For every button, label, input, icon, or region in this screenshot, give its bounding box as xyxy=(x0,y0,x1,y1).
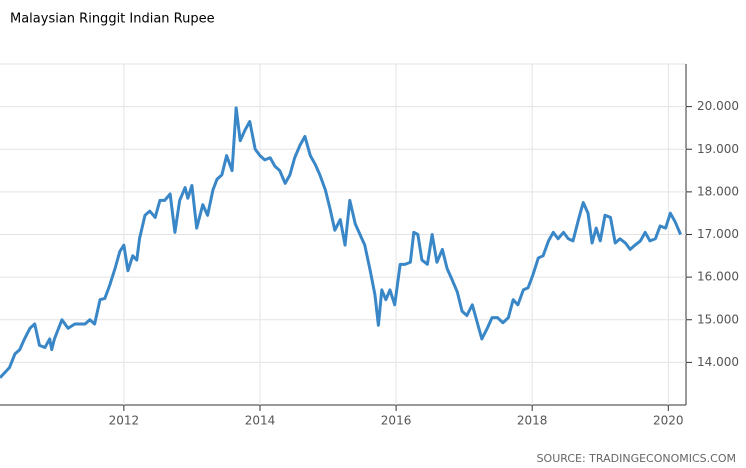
line-series xyxy=(0,106,682,379)
y-tick-label: 14.000 xyxy=(697,355,739,369)
y-tick-label: 18.000 xyxy=(697,184,739,198)
y-tick-label: 17.000 xyxy=(697,227,739,241)
x-tick-label: 2016 xyxy=(381,414,412,428)
x-tick-label: 2020 xyxy=(653,414,684,428)
chart-title: Malaysian Ringgit Indian Rupee xyxy=(10,12,215,27)
y-tick-label: 19.000 xyxy=(697,142,739,156)
x-tick-label: 2012 xyxy=(109,414,140,428)
y-tick-label: 16.000 xyxy=(697,270,739,284)
x-tick-label: 2018 xyxy=(517,414,548,428)
y-tick-label: 20.000 xyxy=(697,99,739,113)
y-tick-label: 15.000 xyxy=(697,312,739,326)
source: SOURCE: TRADINGECONOMICS.COM xyxy=(537,452,736,465)
x-tick-label: 2014 xyxy=(245,414,276,428)
